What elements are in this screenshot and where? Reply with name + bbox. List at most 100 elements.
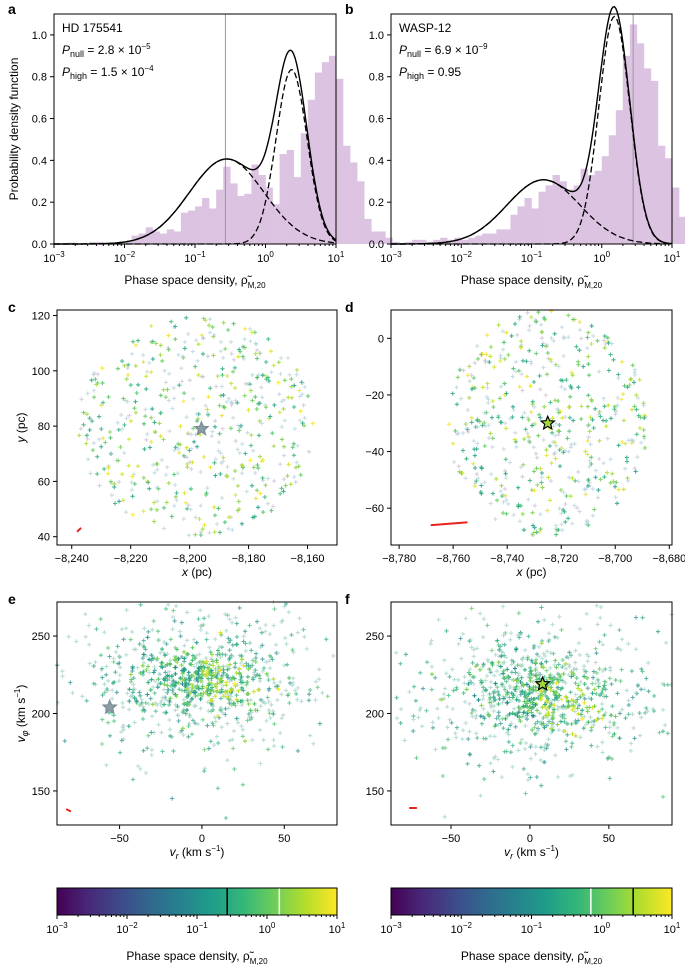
- data-point: [216, 506, 221, 511]
- data-point: [465, 373, 470, 378]
- data-point: [176, 352, 181, 357]
- data-point: [474, 478, 479, 484]
- data-point: [266, 747, 271, 752]
- data-point: [523, 690, 528, 695]
- data-point: [563, 519, 568, 524]
- data-point: [573, 660, 578, 665]
- data-point: [520, 358, 526, 363]
- hist-bar: [138, 233, 146, 244]
- data-point: [276, 380, 281, 385]
- data-point: [183, 678, 188, 684]
- data-point: [570, 772, 575, 777]
- data-point: [486, 397, 491, 402]
- data-point: [181, 649, 187, 654]
- data-point: [574, 344, 579, 349]
- data-point: [205, 486, 210, 491]
- data-point: [463, 422, 468, 427]
- data-point: [570, 373, 575, 378]
- data-point: [525, 711, 530, 716]
- data-point: [160, 647, 165, 652]
- data-point: [461, 691, 466, 696]
- data-point: [165, 690, 170, 695]
- data-point: [252, 514, 257, 519]
- data-point: [229, 698, 234, 703]
- data-point: [212, 529, 217, 535]
- data-point: [546, 356, 551, 361]
- data-point: [202, 616, 207, 621]
- data-point: [271, 444, 276, 449]
- data-point: [586, 695, 591, 701]
- data-point: [471, 647, 476, 652]
- data-point: [553, 456, 558, 461]
- data-point: [599, 690, 604, 696]
- histogram-panel-b: 0.00.20.40.60.81.010−3 10−2 10−1 100 101Phas…: [369, 6, 685, 290]
- data-point: [521, 766, 526, 771]
- data-point: [127, 413, 132, 418]
- data-point: [567, 429, 572, 434]
- mixture-curve: [391, 6, 673, 245]
- data-point: [529, 658, 534, 663]
- data-point: [285, 662, 290, 667]
- data-point: [530, 523, 536, 528]
- data-point: [91, 664, 96, 669]
- data-point: [267, 658, 272, 664]
- data-point: [490, 436, 495, 441]
- data-point: [634, 407, 639, 412]
- data-point: [290, 445, 295, 450]
- data-point: [527, 691, 532, 696]
- data-point: [110, 696, 115, 701]
- data-point: [189, 467, 194, 472]
- y-tick-label: 250: [366, 631, 384, 643]
- data-point: [486, 423, 491, 428]
- data-point: [286, 610, 291, 615]
- data-point: [187, 702, 192, 707]
- data-point: [253, 496, 258, 501]
- data-point: [260, 668, 265, 673]
- data-point: [248, 339, 253, 344]
- data-point: [543, 702, 548, 707]
- data-point: [305, 394, 311, 399]
- data-point: [531, 697, 536, 702]
- data-point: [534, 677, 539, 682]
- data-point: [622, 383, 627, 388]
- data-point: [211, 723, 216, 728]
- data-point: [526, 634, 531, 639]
- data-point: [278, 491, 283, 496]
- data-point: [516, 368, 522, 373]
- data-point: [576, 683, 581, 688]
- data-point: [298, 472, 303, 477]
- data-point: [230, 737, 235, 742]
- data-point: [86, 623, 91, 628]
- hist-bar: [412, 239, 420, 244]
- data-point: [548, 478, 553, 483]
- data-point: [99, 444, 104, 449]
- data-point: [97, 414, 102, 419]
- data-point: [182, 455, 188, 460]
- data-point: [221, 455, 226, 460]
- data-point: [157, 421, 162, 426]
- data-point: [602, 404, 607, 409]
- data-point: [445, 725, 450, 730]
- data-point: [310, 421, 315, 426]
- data-point: [512, 321, 518, 326]
- data-point: [475, 424, 480, 429]
- data-point: [539, 783, 544, 788]
- data-point: [575, 697, 580, 702]
- data-point: [166, 687, 171, 692]
- data-point: [589, 696, 594, 702]
- data-point: [442, 814, 447, 819]
- data-point: [282, 418, 287, 423]
- data-point: [131, 339, 136, 344]
- hist-bar: [202, 198, 210, 244]
- data-point: [631, 380, 636, 385]
- data-point: [492, 365, 497, 370]
- data-point: [535, 483, 540, 488]
- data-point: [515, 678, 520, 683]
- data-point: [173, 671, 178, 676]
- data-point: [626, 478, 631, 483]
- data-point: [578, 735, 583, 740]
- data-point: [544, 746, 549, 751]
- data-point: [504, 701, 509, 706]
- data-point: [281, 444, 287, 449]
- data-point: [159, 703, 165, 708]
